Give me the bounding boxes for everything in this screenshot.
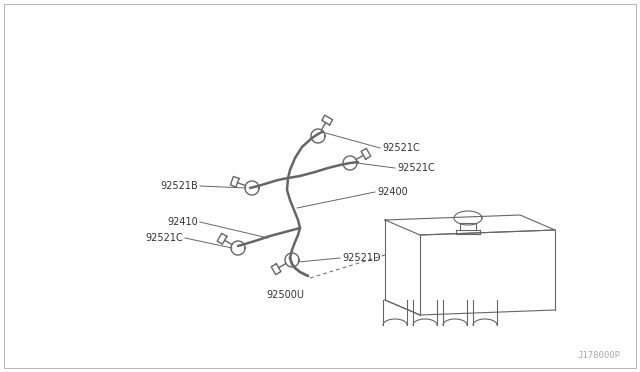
Text: 92521C: 92521C [145, 233, 183, 243]
Text: 92521C: 92521C [382, 143, 420, 153]
Text: 92521D: 92521D [342, 253, 381, 263]
Text: 92521C: 92521C [397, 163, 435, 173]
Text: J178000P: J178000P [577, 351, 620, 360]
Text: 92500U: 92500U [266, 290, 304, 300]
Text: 92410: 92410 [167, 217, 198, 227]
FancyBboxPatch shape [4, 4, 636, 368]
Text: 92521B: 92521B [160, 181, 198, 191]
Text: 92400: 92400 [377, 187, 408, 197]
